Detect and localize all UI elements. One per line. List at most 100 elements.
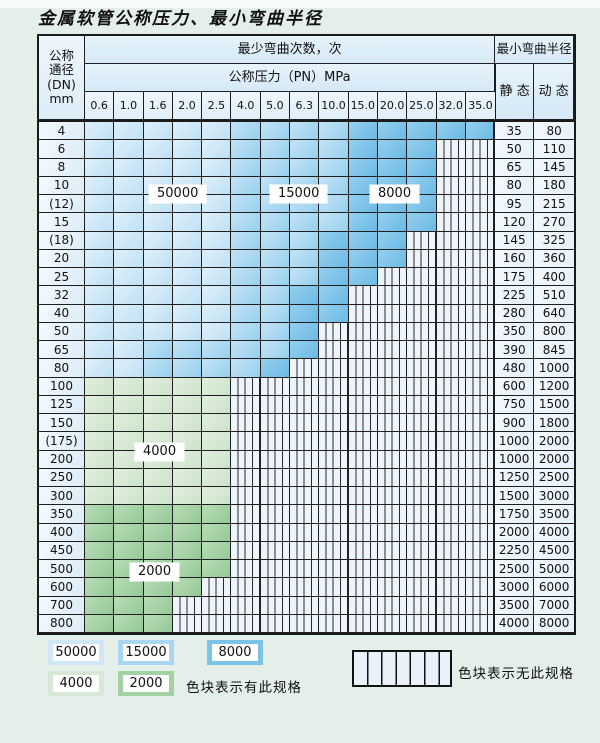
spec-cell xyxy=(202,578,232,597)
static-radius-cell: 280 xyxy=(495,304,535,323)
static-radius-cell: 3000 xyxy=(495,578,535,597)
spec-cell xyxy=(231,286,261,305)
spec-cell xyxy=(114,341,144,360)
spec-cell xyxy=(436,468,466,487)
spec-cell xyxy=(114,395,144,414)
spec-cell xyxy=(85,286,115,305)
spec-cell xyxy=(260,560,291,579)
spec-cell xyxy=(348,560,378,579)
spec-cell xyxy=(436,195,466,214)
dynamic-radius-cell: 80 xyxy=(534,122,575,141)
spec-cell xyxy=(231,541,261,560)
cycle-label-4000: 4000 xyxy=(135,443,185,461)
spec-cell xyxy=(260,505,291,524)
spec-cell xyxy=(407,505,437,524)
spec-cell xyxy=(143,341,173,360)
spec-cell xyxy=(377,395,408,414)
spec-cell xyxy=(85,541,115,560)
spec-cell xyxy=(260,578,291,597)
spec-cell xyxy=(348,596,378,615)
spec-cell xyxy=(202,158,232,177)
spec-cell xyxy=(202,614,232,633)
static-radius-cell: 750 xyxy=(495,395,535,414)
spec-cell xyxy=(436,359,466,378)
spec-cell xyxy=(172,560,203,579)
cycle-label-50000: 50000 xyxy=(149,185,207,203)
spec-cell xyxy=(143,377,173,396)
spec-cell xyxy=(260,523,291,542)
header-static: 静 态 xyxy=(495,64,535,120)
spec-cell xyxy=(260,468,291,487)
spec-cell xyxy=(202,468,232,487)
spec-cell xyxy=(114,377,144,396)
spec-cell xyxy=(436,213,466,232)
header-pressure-value: 25.0 xyxy=(407,92,437,120)
spec-cell xyxy=(465,487,496,506)
spec-cell xyxy=(202,268,232,287)
dn-cell: 300 xyxy=(39,487,85,506)
spec-cell xyxy=(231,231,261,250)
dn-cell: 450 xyxy=(39,541,85,560)
spec-cell xyxy=(172,596,203,615)
header-dn: 公称 通径 (DN) mm xyxy=(39,36,85,120)
cycle-label-8000: 8000 xyxy=(370,185,420,203)
spec-cell xyxy=(436,140,466,159)
dynamic-radius-cell: 215 xyxy=(534,195,575,214)
spec-cell xyxy=(436,122,466,141)
spec-cell xyxy=(202,249,232,268)
spec-cell xyxy=(260,322,291,341)
spec-cell xyxy=(260,596,291,615)
dn-cell: 20 xyxy=(39,249,85,268)
spec-cell xyxy=(202,359,232,378)
spec-cell xyxy=(407,213,437,232)
dn-cell: 10 xyxy=(39,176,85,195)
spec-cell xyxy=(465,377,496,396)
spec-cell xyxy=(377,487,408,506)
spec-cell xyxy=(465,359,496,378)
spec-cell xyxy=(143,268,173,287)
spec-cell xyxy=(260,450,291,469)
spec-cell xyxy=(231,523,261,542)
spec-cell xyxy=(436,487,466,506)
spec-cell xyxy=(202,395,232,414)
spec-cell xyxy=(290,414,320,433)
spec-cell xyxy=(85,523,115,542)
spec-cell xyxy=(85,614,115,633)
spec-cell xyxy=(319,286,349,305)
spec-cell xyxy=(377,140,408,159)
spec-cell xyxy=(348,359,378,378)
spec-cell xyxy=(172,505,203,524)
spec-cell xyxy=(465,505,496,524)
spec-cell xyxy=(436,560,466,579)
dynamic-radius-cell: 3500 xyxy=(534,505,575,524)
spec-cell xyxy=(202,377,232,396)
spec-cell xyxy=(436,578,466,597)
spec-cell xyxy=(407,596,437,615)
spec-cell xyxy=(348,249,378,268)
spec-cell xyxy=(436,322,466,341)
spec-cell xyxy=(143,322,173,341)
spec-cell xyxy=(465,468,496,487)
spec-cell xyxy=(407,523,437,542)
spec-cell xyxy=(85,578,115,597)
header-dn-line: (DN) xyxy=(47,76,76,92)
spec-cell xyxy=(377,468,408,487)
header-dn-line: mm xyxy=(49,91,74,106)
spec-cell xyxy=(290,286,320,305)
spec-cell xyxy=(172,249,203,268)
spec-cell xyxy=(319,231,349,250)
spec-cell xyxy=(85,596,115,615)
dynamic-radius-cell: 7000 xyxy=(534,596,575,615)
spec-cell xyxy=(231,578,261,597)
spec-cell xyxy=(202,596,232,615)
spec-cell xyxy=(290,450,320,469)
spec-cell xyxy=(260,341,291,360)
dn-cell: 65 xyxy=(39,341,85,360)
table-body: 4 35 80 6 50 110 8 65 145 10 80 180 (12) 95 215 15 120 27… xyxy=(39,122,575,633)
spec-cell xyxy=(202,286,232,305)
spec-cell xyxy=(290,578,320,597)
spec-cell xyxy=(407,487,437,506)
header-pressure-value: 35.0 xyxy=(465,92,496,120)
static-radius-cell: 1250 xyxy=(495,468,535,487)
static-radius-cell: 225 xyxy=(495,286,535,305)
